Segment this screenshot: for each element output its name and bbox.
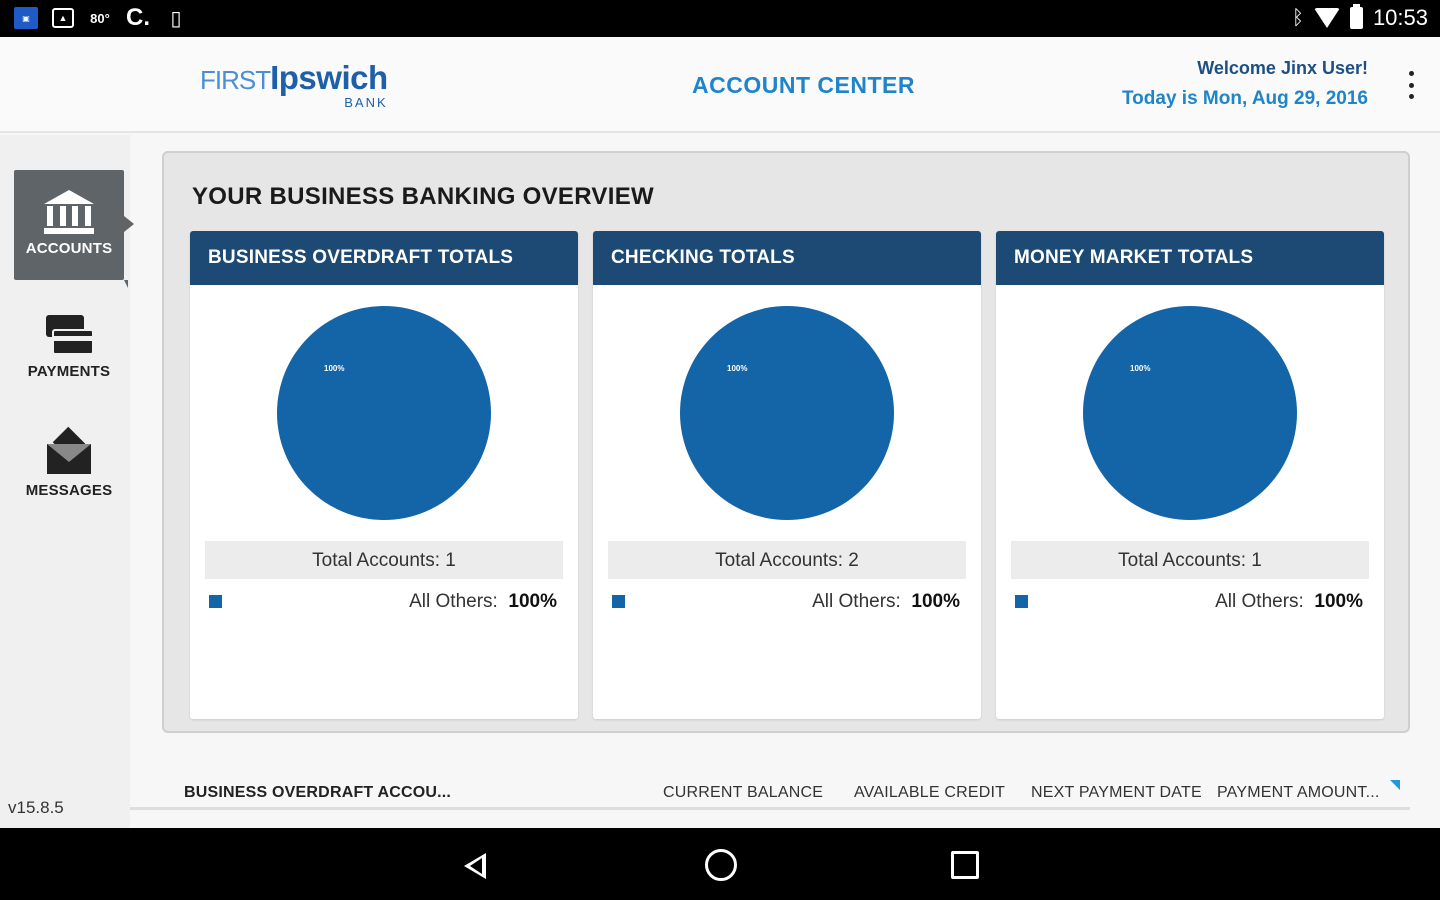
sd-card-icon: ▯ [170, 7, 182, 30]
pie-chart[interactable]: 100% [277, 306, 491, 520]
bank-logo[interactable]: FIRSTIpswich BANK [200, 59, 388, 110]
card-title: MONEY MARKET TOTALS [996, 231, 1384, 285]
total-accounts: Total Accounts: 2 [608, 541, 966, 579]
clock: 10:53 [1372, 5, 1428, 30]
card-title: BUSINESS OVERDRAFT TOTALS [190, 231, 578, 285]
app-notification-icon: ▣ [14, 7, 38, 29]
sidebar-item-accounts[interactable]: ACCOUNTS [14, 170, 134, 288]
column-header-available-credit[interactable]: AVAILABLE CREDIT [854, 784, 1006, 801]
pie-slice-label: 100% [324, 364, 345, 373]
welcome-text: Welcome Jinx User! [1197, 58, 1368, 78]
legend-label: All Others: [812, 591, 901, 612]
logo-first: FIRST [200, 65, 271, 95]
sidebar: ACCOUNTS PAYMENTS MESSAGES v15.8.5 [0, 135, 134, 828]
pie-slice-label: 100% [1130, 364, 1151, 373]
money-market-card[interactable]: MONEY MARKET TOTALS 100% Total Accounts:… [996, 231, 1384, 719]
recent-apps-icon[interactable] [948, 848, 988, 882]
bluetooth-icon: ᛒ [1291, 6, 1304, 29]
sidebar-item-label: MESSAGES [25, 482, 113, 499]
chart-legend: All Others: 100% [207, 591, 557, 615]
legend-label: All Others: [409, 591, 498, 612]
sidebar-item-label: ACCOUNTS [25, 240, 113, 257]
checking-card[interactable]: CHECKING TOTALS 100% Total Accounts: 2 A… [593, 231, 981, 719]
home-icon[interactable] [703, 848, 743, 882]
weather-icon: 80° [90, 10, 110, 26]
pie-chart[interactable]: 100% [1083, 306, 1297, 520]
current-date: Today is Mon, Aug 29, 2016 [1121, 88, 1368, 109]
chart-legend: All Others: 100% [1013, 591, 1363, 615]
card-title: CHECKING TOTALS [593, 231, 981, 285]
image-icon: ▲ [52, 8, 74, 28]
accounts-table-header: BUSINESS OVERDRAFT ACCOU... CURRENT BALA… [130, 780, 1410, 810]
business-overview-panel: YOUR BUSINESS BANKING OVERVIEW BUSINESS … [162, 151, 1410, 733]
business-overdraft-card[interactable]: BUSINESS OVERDRAFT TOTALS 100% Total Acc… [190, 231, 578, 719]
column-header-account[interactable]: BUSINESS OVERDRAFT ACCOU... [184, 784, 452, 801]
welcome-block: Welcome Jinx User! Today is Mon, Aug 29,… [1122, 58, 1368, 110]
legend-value: 100% [508, 591, 557, 612]
column-header-current-balance[interactable]: CURRENT BALANCE [663, 784, 824, 801]
app-header: FIRSTIpswich BANK ACCOUNT CENTER Welcome… [0, 37, 1440, 133]
pie-slice-label: 100% [727, 364, 748, 373]
pie-chart[interactable]: 100% [680, 306, 894, 520]
sidebar-item-payments[interactable]: PAYMENTS [14, 315, 124, 380]
column-header-payment-amount[interactable]: PAYMENT AMOUNT... [1217, 784, 1380, 801]
overview-title: YOUR BUSINESS BANKING OVERVIEW [192, 183, 654, 210]
sort-indicator-icon[interactable] [1390, 780, 1400, 790]
total-accounts: Total Accounts: 1 [1011, 541, 1369, 579]
wifi-icon [1313, 8, 1340, 28]
sidebar-item-label: PAYMENTS [27, 363, 111, 380]
legend-swatch [612, 595, 625, 608]
back-icon[interactable] [460, 848, 500, 882]
legend-label: All Others: [1215, 591, 1304, 612]
legend-entry: All Others: 100% [812, 591, 960, 613]
messages-icon [45, 426, 93, 478]
legend-entry: All Others: 100% [1215, 591, 1363, 613]
system-nav-bar [0, 828, 1440, 900]
page-title: ACCOUNT CENTER [692, 72, 915, 98]
sync-icon: C. [126, 4, 150, 31]
app-version: v15.8.5 [8, 798, 64, 817]
logo-ipswich: Ipswich [270, 59, 388, 96]
legend-swatch [1015, 595, 1028, 608]
chart-legend: All Others: 100% [610, 591, 960, 615]
legend-value: 100% [1314, 591, 1363, 612]
bank-icon [44, 190, 94, 236]
legend-value: 100% [911, 591, 960, 612]
column-header-next-payment-date[interactable]: NEXT PAYMENT DATE [1031, 784, 1202, 801]
total-accounts: Total Accounts: 1 [205, 541, 563, 579]
legend-entry: All Others: 100% [409, 591, 557, 613]
payments-icon [44, 315, 94, 359]
status-bar: ▣ ▲ 80° C. ▯ ᛒ 10:53 [0, 0, 1440, 37]
battery-icon [1349, 4, 1363, 29]
overflow-menu-icon[interactable] [1408, 71, 1414, 99]
sidebar-item-messages[interactable]: MESSAGES [14, 426, 124, 499]
legend-swatch [209, 595, 222, 608]
logo-bank: BANK [344, 95, 388, 110]
